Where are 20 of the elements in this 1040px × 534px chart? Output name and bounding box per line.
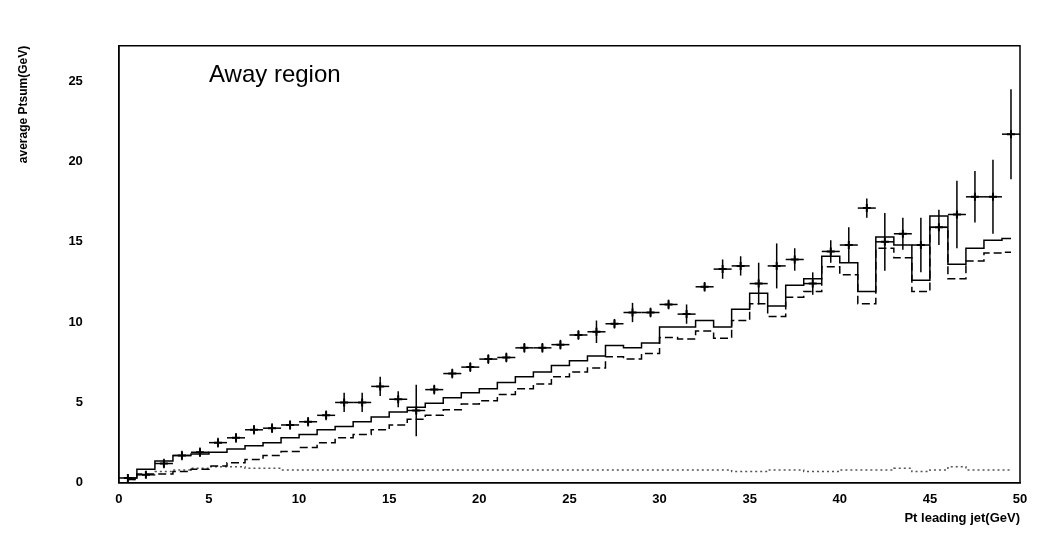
y-tick-label: 15 <box>68 233 83 249</box>
y-tick-label: 0 <box>75 474 83 490</box>
x-tick-label: 20 <box>472 491 487 507</box>
x-axis-title: Pt leading jet(GeV) <box>904 509 1020 525</box>
x-tick-label: 5 <box>205 491 213 507</box>
y-tick-label: 25 <box>68 72 83 88</box>
y-tick-label: 5 <box>75 394 83 410</box>
x-tick-label: 15 <box>381 491 397 507</box>
text: Away region <box>208 60 341 88</box>
y-axis-title: average Ptsum(GeV) <box>15 45 30 164</box>
x-tick-label: 0 <box>115 491 123 507</box>
y-tick-label: 10 <box>68 313 83 329</box>
x-tick-label: 30 <box>652 491 667 507</box>
x-tick-label: 35 <box>742 491 757 507</box>
x-tick-label: 25 <box>562 491 577 507</box>
x-tick-label: 45 <box>922 491 938 507</box>
y-tick-label: 20 <box>68 153 83 169</box>
x-tick-label: 10 <box>291 491 307 507</box>
x-tick-label: 50 <box>1012 491 1028 507</box>
x-tick-label: 40 <box>832 491 848 507</box>
